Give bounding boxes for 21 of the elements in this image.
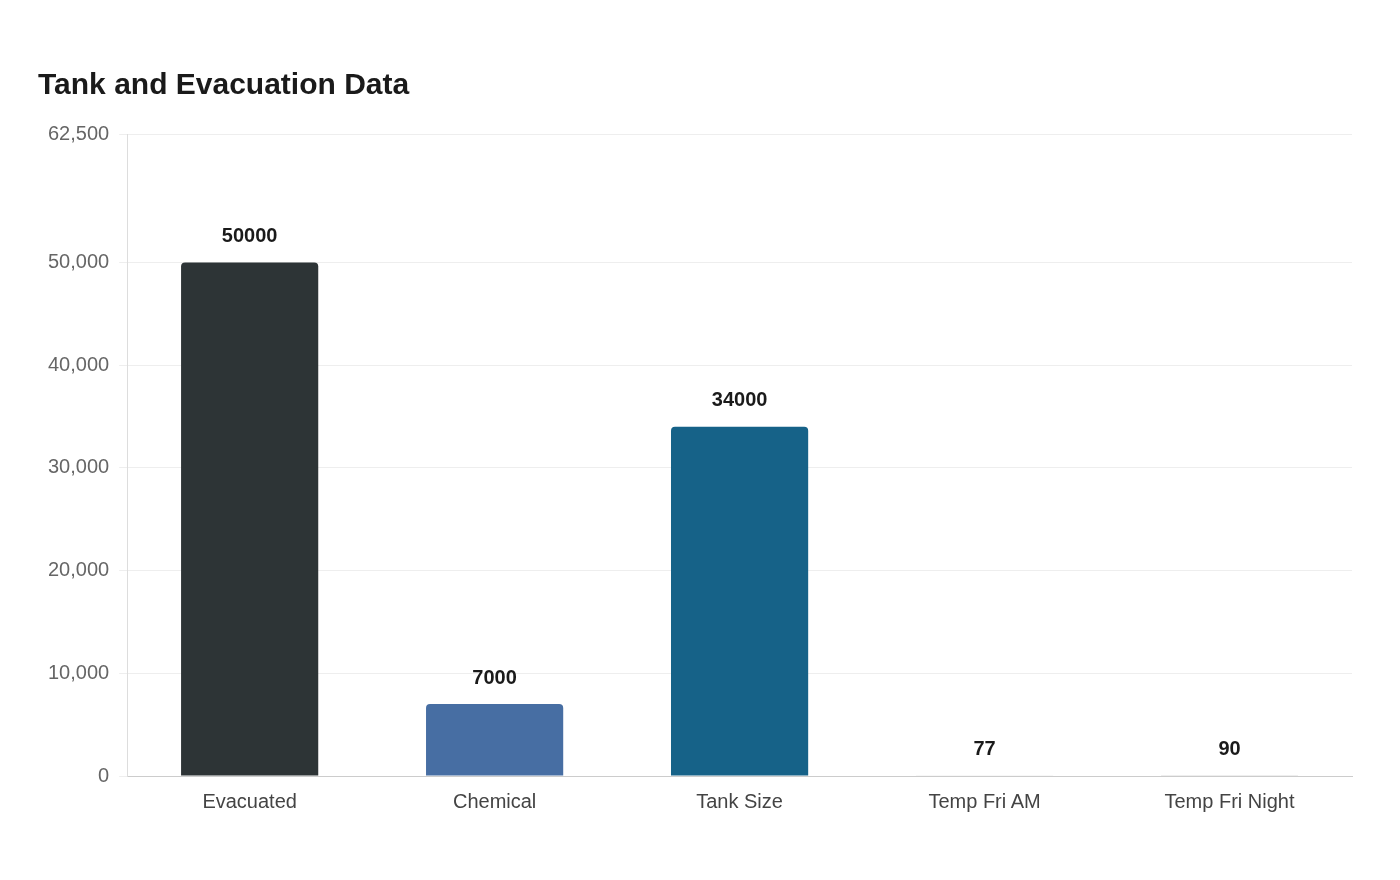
- y-tick-label: 20,000: [48, 558, 110, 581]
- data-label: 7000: [472, 665, 517, 688]
- data-label: 50000: [221, 223, 278, 246]
- x-tick-label: Evacuated: [202, 789, 297, 812]
- bar: [426, 704, 564, 776]
- bar: [671, 426, 809, 776]
- x-tick-label: Chemical: [452, 789, 537, 812]
- y-tick-label: 0: [98, 763, 110, 786]
- x-tick-label: Temp Fri Night: [1164, 789, 1295, 812]
- y-tick-label: 50,000: [48, 249, 110, 272]
- x-tick-label: Temp Fri AM: [928, 789, 1041, 812]
- y-tick-label: 30,000: [48, 455, 110, 478]
- chart-title: Tank and Evacuation Data: [38, 67, 410, 101]
- data-label: 77: [973, 736, 996, 759]
- data-label: 90: [1218, 736, 1241, 759]
- y-tick-label: 40,000: [48, 352, 110, 375]
- x-tick-label: Tank Size: [696, 789, 783, 812]
- y-tick-label: 10,000: [48, 660, 110, 683]
- bar: [181, 262, 319, 776]
- data-label: 34000: [711, 388, 768, 411]
- y-tick-label: 62,500: [48, 121, 110, 144]
